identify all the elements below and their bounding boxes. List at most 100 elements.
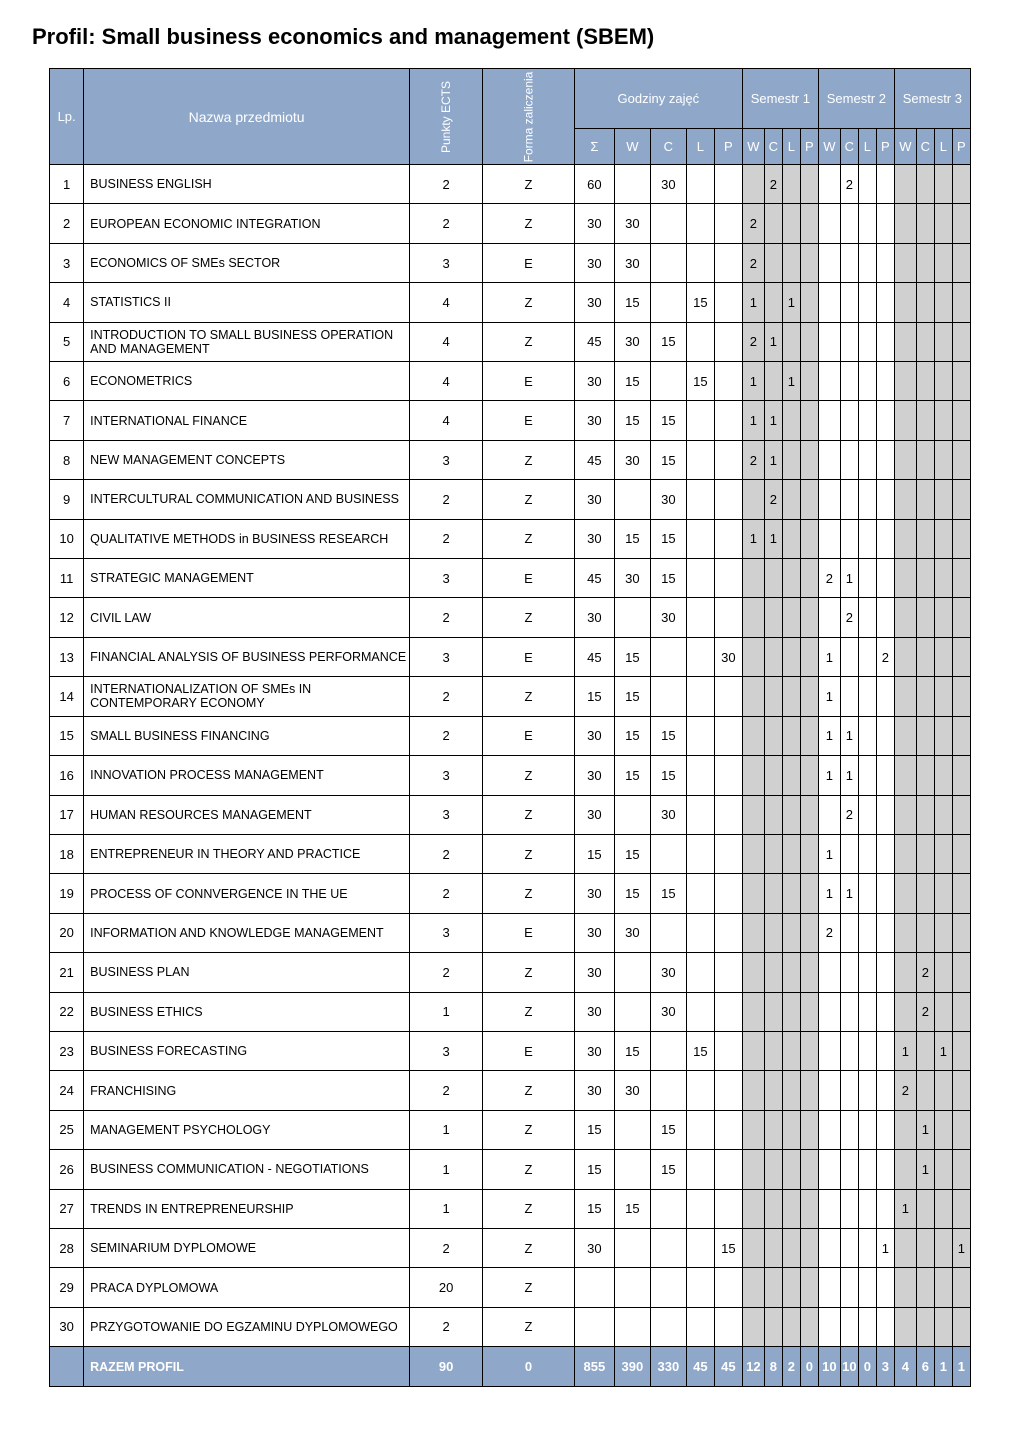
table-cell: 15 xyxy=(614,834,650,873)
table-cell: 30 xyxy=(614,559,650,598)
table-cell: 30 xyxy=(574,992,614,1031)
table-cell: 4 xyxy=(894,1347,916,1387)
table-row: 14INTERNATIONALIZATION OF SMEs IN CONTEM… xyxy=(50,677,971,716)
table-row: 27TRENDS IN ENTREPRENEURSHIP1Z15151 xyxy=(50,1189,971,1228)
table-cell xyxy=(800,1307,818,1346)
table-cell: 2 xyxy=(410,1071,483,1110)
table-cell xyxy=(614,795,650,834)
table-cell: 4 xyxy=(50,283,84,322)
table-cell: ECONOMETRICS xyxy=(84,362,410,401)
table-cell: 3 xyxy=(410,795,483,834)
table-cell xyxy=(782,519,800,558)
table-cell xyxy=(840,362,858,401)
table-cell xyxy=(876,165,894,204)
table-cell xyxy=(952,165,970,204)
table-cell: 15 xyxy=(686,283,714,322)
table-cell xyxy=(714,1268,742,1307)
table-cell xyxy=(800,874,818,913)
table-cell xyxy=(858,362,876,401)
table-cell: 2 xyxy=(764,165,782,204)
table-cell: 2 xyxy=(410,953,483,992)
table-cell xyxy=(876,1031,894,1070)
table-cell: 390 xyxy=(614,1347,650,1387)
table-row: 7INTERNATIONAL FINANCE4E30151511 xyxy=(50,401,971,440)
table-cell xyxy=(840,480,858,519)
table-cell xyxy=(800,165,818,204)
table-cell xyxy=(714,598,742,637)
table-cell xyxy=(764,716,782,755)
table-cell: 30 xyxy=(574,204,614,243)
table-cell xyxy=(876,1268,894,1307)
table-cell xyxy=(800,953,818,992)
table-cell xyxy=(952,874,970,913)
table-row: 17HUMAN RESOURCES MANAGEMENT3Z30302 xyxy=(50,795,971,834)
table-cell: Z xyxy=(483,1268,575,1307)
table-cell: 30 xyxy=(574,362,614,401)
table-cell xyxy=(894,401,916,440)
table-cell: 30 xyxy=(614,913,650,952)
table-cell xyxy=(858,913,876,952)
table-cell xyxy=(782,1228,800,1267)
table-cell xyxy=(818,953,840,992)
hdr-s1-L: L xyxy=(782,129,800,165)
table-cell: Z xyxy=(483,1307,575,1346)
table-cell xyxy=(840,637,858,676)
table-cell xyxy=(714,992,742,1031)
table-cell: 0 xyxy=(483,1347,575,1387)
table-cell: 1 xyxy=(916,1150,934,1189)
hdr-s3-L: L xyxy=(934,129,952,165)
table-cell xyxy=(894,637,916,676)
table-cell xyxy=(876,756,894,795)
table-cell xyxy=(686,559,714,598)
table-cell xyxy=(782,953,800,992)
table-cell xyxy=(686,953,714,992)
table-cell xyxy=(764,913,782,952)
table-row: 28SEMINARIUM DYPLOMOWE2Z301511 xyxy=(50,1228,971,1267)
table-cell xyxy=(818,283,840,322)
table-cell xyxy=(916,677,934,716)
table-cell xyxy=(782,637,800,676)
table-cell xyxy=(764,756,782,795)
table-cell xyxy=(858,165,876,204)
table-cell xyxy=(686,1071,714,1110)
table-row: 18ENTREPRENEUR IN THEORY AND PRACTICE2Z1… xyxy=(50,834,971,873)
table-cell xyxy=(714,559,742,598)
table-cell: 15 xyxy=(614,677,650,716)
table-cell: 30 xyxy=(574,953,614,992)
table-row: 22BUSINESS ETHICS1Z30302 xyxy=(50,992,971,1031)
table-cell xyxy=(800,204,818,243)
table-cell: 1 xyxy=(50,165,84,204)
table-cell xyxy=(952,1110,970,1149)
table-cell: 30 xyxy=(650,598,686,637)
table-cell xyxy=(894,165,916,204)
table-cell: 11 xyxy=(50,559,84,598)
table-cell: 3 xyxy=(410,756,483,795)
table-cell xyxy=(782,1268,800,1307)
table-cell xyxy=(894,1268,916,1307)
table-cell xyxy=(686,204,714,243)
table-cell xyxy=(952,637,970,676)
table-cell xyxy=(894,283,916,322)
table-cell: 15 xyxy=(574,1150,614,1189)
table-cell: 20 xyxy=(50,913,84,952)
table-cell xyxy=(818,322,840,361)
table-cell: 1 xyxy=(742,283,764,322)
table-cell xyxy=(952,322,970,361)
table-cell xyxy=(742,953,764,992)
table-cell xyxy=(840,519,858,558)
table-cell xyxy=(952,756,970,795)
table-cell xyxy=(800,559,818,598)
table-cell xyxy=(818,1307,840,1346)
table-cell: 1 xyxy=(764,401,782,440)
table-cell xyxy=(876,480,894,519)
table-cell xyxy=(934,677,952,716)
table-cell: 2 xyxy=(410,1228,483,1267)
table-cell: 1 xyxy=(934,1031,952,1070)
table-cell: 15 xyxy=(574,1110,614,1149)
table-cell xyxy=(764,834,782,873)
table-cell xyxy=(686,480,714,519)
table-cell xyxy=(782,480,800,519)
table-cell xyxy=(650,283,686,322)
table-cell xyxy=(764,1268,782,1307)
table-cell xyxy=(764,283,782,322)
